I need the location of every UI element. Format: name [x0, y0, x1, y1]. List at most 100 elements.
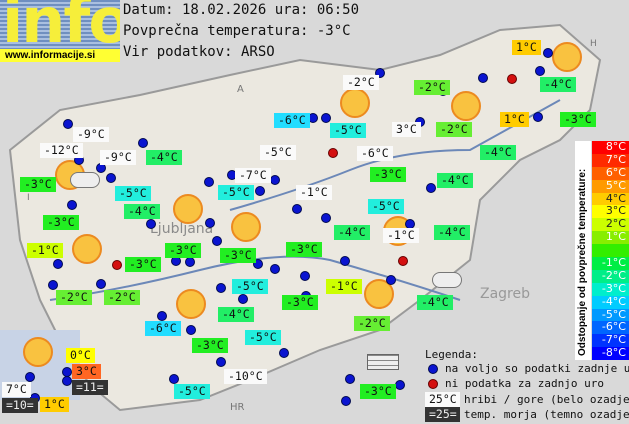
station-dot-available[interactable] — [321, 113, 331, 123]
station-temperature-label: -4°C — [417, 295, 453, 310]
station-dot-available[interactable] — [48, 280, 58, 290]
scale-step: -7°C — [592, 333, 629, 348]
cloud-icon — [70, 172, 100, 188]
station-temperature-label: -5°C — [260, 145, 296, 160]
station-dot-missing[interactable] — [507, 74, 517, 84]
cloud-icon — [432, 272, 462, 288]
station-dot-available[interactable] — [238, 294, 248, 304]
station-dot-available[interactable] — [63, 119, 73, 129]
scale-step: -8°C — [592, 346, 629, 361]
date-line: Datum: 18.02.2026 ura: 06:50 — [123, 2, 360, 18]
station-dot-available[interactable] — [300, 271, 310, 281]
scale-step: -5°C — [592, 308, 629, 322]
sun-icon — [72, 234, 102, 264]
station-dot-available[interactable] — [186, 325, 196, 335]
scale-step: 5°C — [592, 179, 629, 193]
station-dot-available[interactable] — [340, 256, 350, 266]
station-dot-available[interactable] — [345, 374, 355, 384]
legend-sea-sample: =25= — [425, 407, 460, 422]
legend-mountain-text: hribi / gore (belo ozadje) — [464, 393, 629, 406]
station-dot-available[interactable] — [106, 173, 116, 183]
station-dot-missing[interactable] — [328, 148, 338, 158]
station-temperature-label: -3°C — [20, 177, 56, 192]
station-temperature-label: -6°C — [274, 113, 310, 128]
layers-icon[interactable] — [367, 354, 399, 370]
station-temperature-label: -4°C — [124, 204, 160, 219]
station-dot-missing[interactable] — [112, 260, 122, 270]
station-dot-available[interactable] — [25, 372, 35, 382]
red-dot-icon — [428, 379, 438, 389]
station-temperature-label: =10= — [2, 398, 38, 413]
station-dot-available[interactable] — [212, 236, 222, 246]
logo-text: info — [2, 0, 120, 50]
station-temperature-label: -3°C — [220, 248, 256, 263]
station-temperature-label: -6°C — [145, 321, 181, 336]
data-source-line: Vir podatkov: ARSO — [123, 44, 275, 60]
station-dot-available[interactable] — [255, 186, 265, 196]
station-dot-available[interactable] — [185, 257, 195, 267]
station-dot-missing[interactable] — [398, 256, 408, 266]
station-dot-available[interactable] — [62, 376, 72, 386]
station-dot-available[interactable] — [157, 311, 167, 321]
map-label-i: I — [27, 193, 30, 203]
station-dot-available[interactable] — [169, 374, 179, 384]
sun-icon — [231, 212, 261, 242]
map-label-h: H — [590, 39, 597, 49]
station-temperature-label: -6°C — [357, 146, 393, 161]
station-dot-available[interactable] — [253, 259, 263, 269]
legend-red-text: ni podatka za zadnjo uro — [445, 377, 604, 390]
station-dot-available[interactable] — [533, 112, 543, 122]
station-temperature-label: -3°C — [165, 243, 201, 258]
station-temperature-label: -4°C — [434, 225, 470, 240]
station-dot-available[interactable] — [543, 48, 553, 58]
station-temperature-label: 1°C — [512, 40, 541, 55]
station-dot-available[interactable] — [216, 357, 226, 367]
station-dot-available[interactable] — [426, 183, 436, 193]
legend-mountain-sample: 25°C — [425, 392, 460, 407]
site-url-link[interactable]: www.informacije.si — [0, 49, 120, 62]
station-temperature-label: -2°C — [414, 80, 450, 95]
sun-icon — [176, 289, 206, 319]
station-dot-available[interactable] — [535, 66, 545, 76]
station-dot-available[interactable] — [395, 380, 405, 390]
station-temperature-label: -2°C — [56, 290, 92, 305]
scale-step: 3°C — [592, 205, 629, 219]
station-dot-available[interactable] — [341, 396, 351, 406]
info-logo[interactable]: info — [0, 0, 120, 50]
station-dot-available[interactable] — [146, 219, 156, 229]
station-dot-available[interactable] — [204, 177, 214, 187]
station-temperature-label: -5°C — [245, 330, 281, 345]
average-temperature-line: Povprečna temperatura: -3°C — [123, 23, 351, 39]
station-dot-available[interactable] — [216, 283, 226, 293]
sun-icon — [552, 42, 582, 72]
station-temperature-label: -5°C — [115, 186, 151, 201]
map-label-zagreb: Zagreb — [480, 286, 530, 302]
station-temperature-label: -1°C — [326, 279, 362, 294]
station-dot-available[interactable] — [53, 259, 63, 269]
station-dot-available[interactable] — [321, 213, 331, 223]
station-temperature-label: -4°C — [437, 173, 473, 188]
scale-step: -2°C — [592, 269, 629, 283]
deviation-color-scale: 8°C 7°C 6°C 5°C 4°C 3°C 2°C 1°C -1°C -2°C -3°C -4°C… — [592, 140, 629, 361]
station-dot-available[interactable] — [67, 200, 77, 210]
station-dot-available[interactable] — [270, 175, 280, 185]
station-dot-available[interactable] — [279, 348, 289, 358]
scale-step: 2°C — [592, 217, 629, 232]
station-dot-available[interactable] — [375, 68, 385, 78]
station-temperature-label: -2°C — [104, 290, 140, 305]
station-temperature-label: -7°C — [235, 168, 271, 183]
station-temperature-label: -3°C — [286, 242, 322, 257]
station-dot-available[interactable] — [292, 204, 302, 214]
station-dot-available[interactable] — [270, 264, 280, 274]
station-temperature-label: -5°C — [330, 123, 366, 138]
station-dot-available[interactable] — [386, 275, 396, 285]
station-dot-available[interactable] — [138, 138, 148, 148]
station-temperature-label: -9°C — [100, 150, 136, 165]
sun-icon — [340, 88, 370, 118]
station-dot-available[interactable] — [96, 279, 106, 289]
station-dot-available[interactable] — [478, 73, 488, 83]
station-temperature-label: =11= — [72, 380, 108, 395]
station-temperature-label: -5°C — [232, 279, 268, 294]
station-dot-available[interactable] — [205, 218, 215, 228]
station-temperature-label: -2°C — [343, 75, 379, 90]
